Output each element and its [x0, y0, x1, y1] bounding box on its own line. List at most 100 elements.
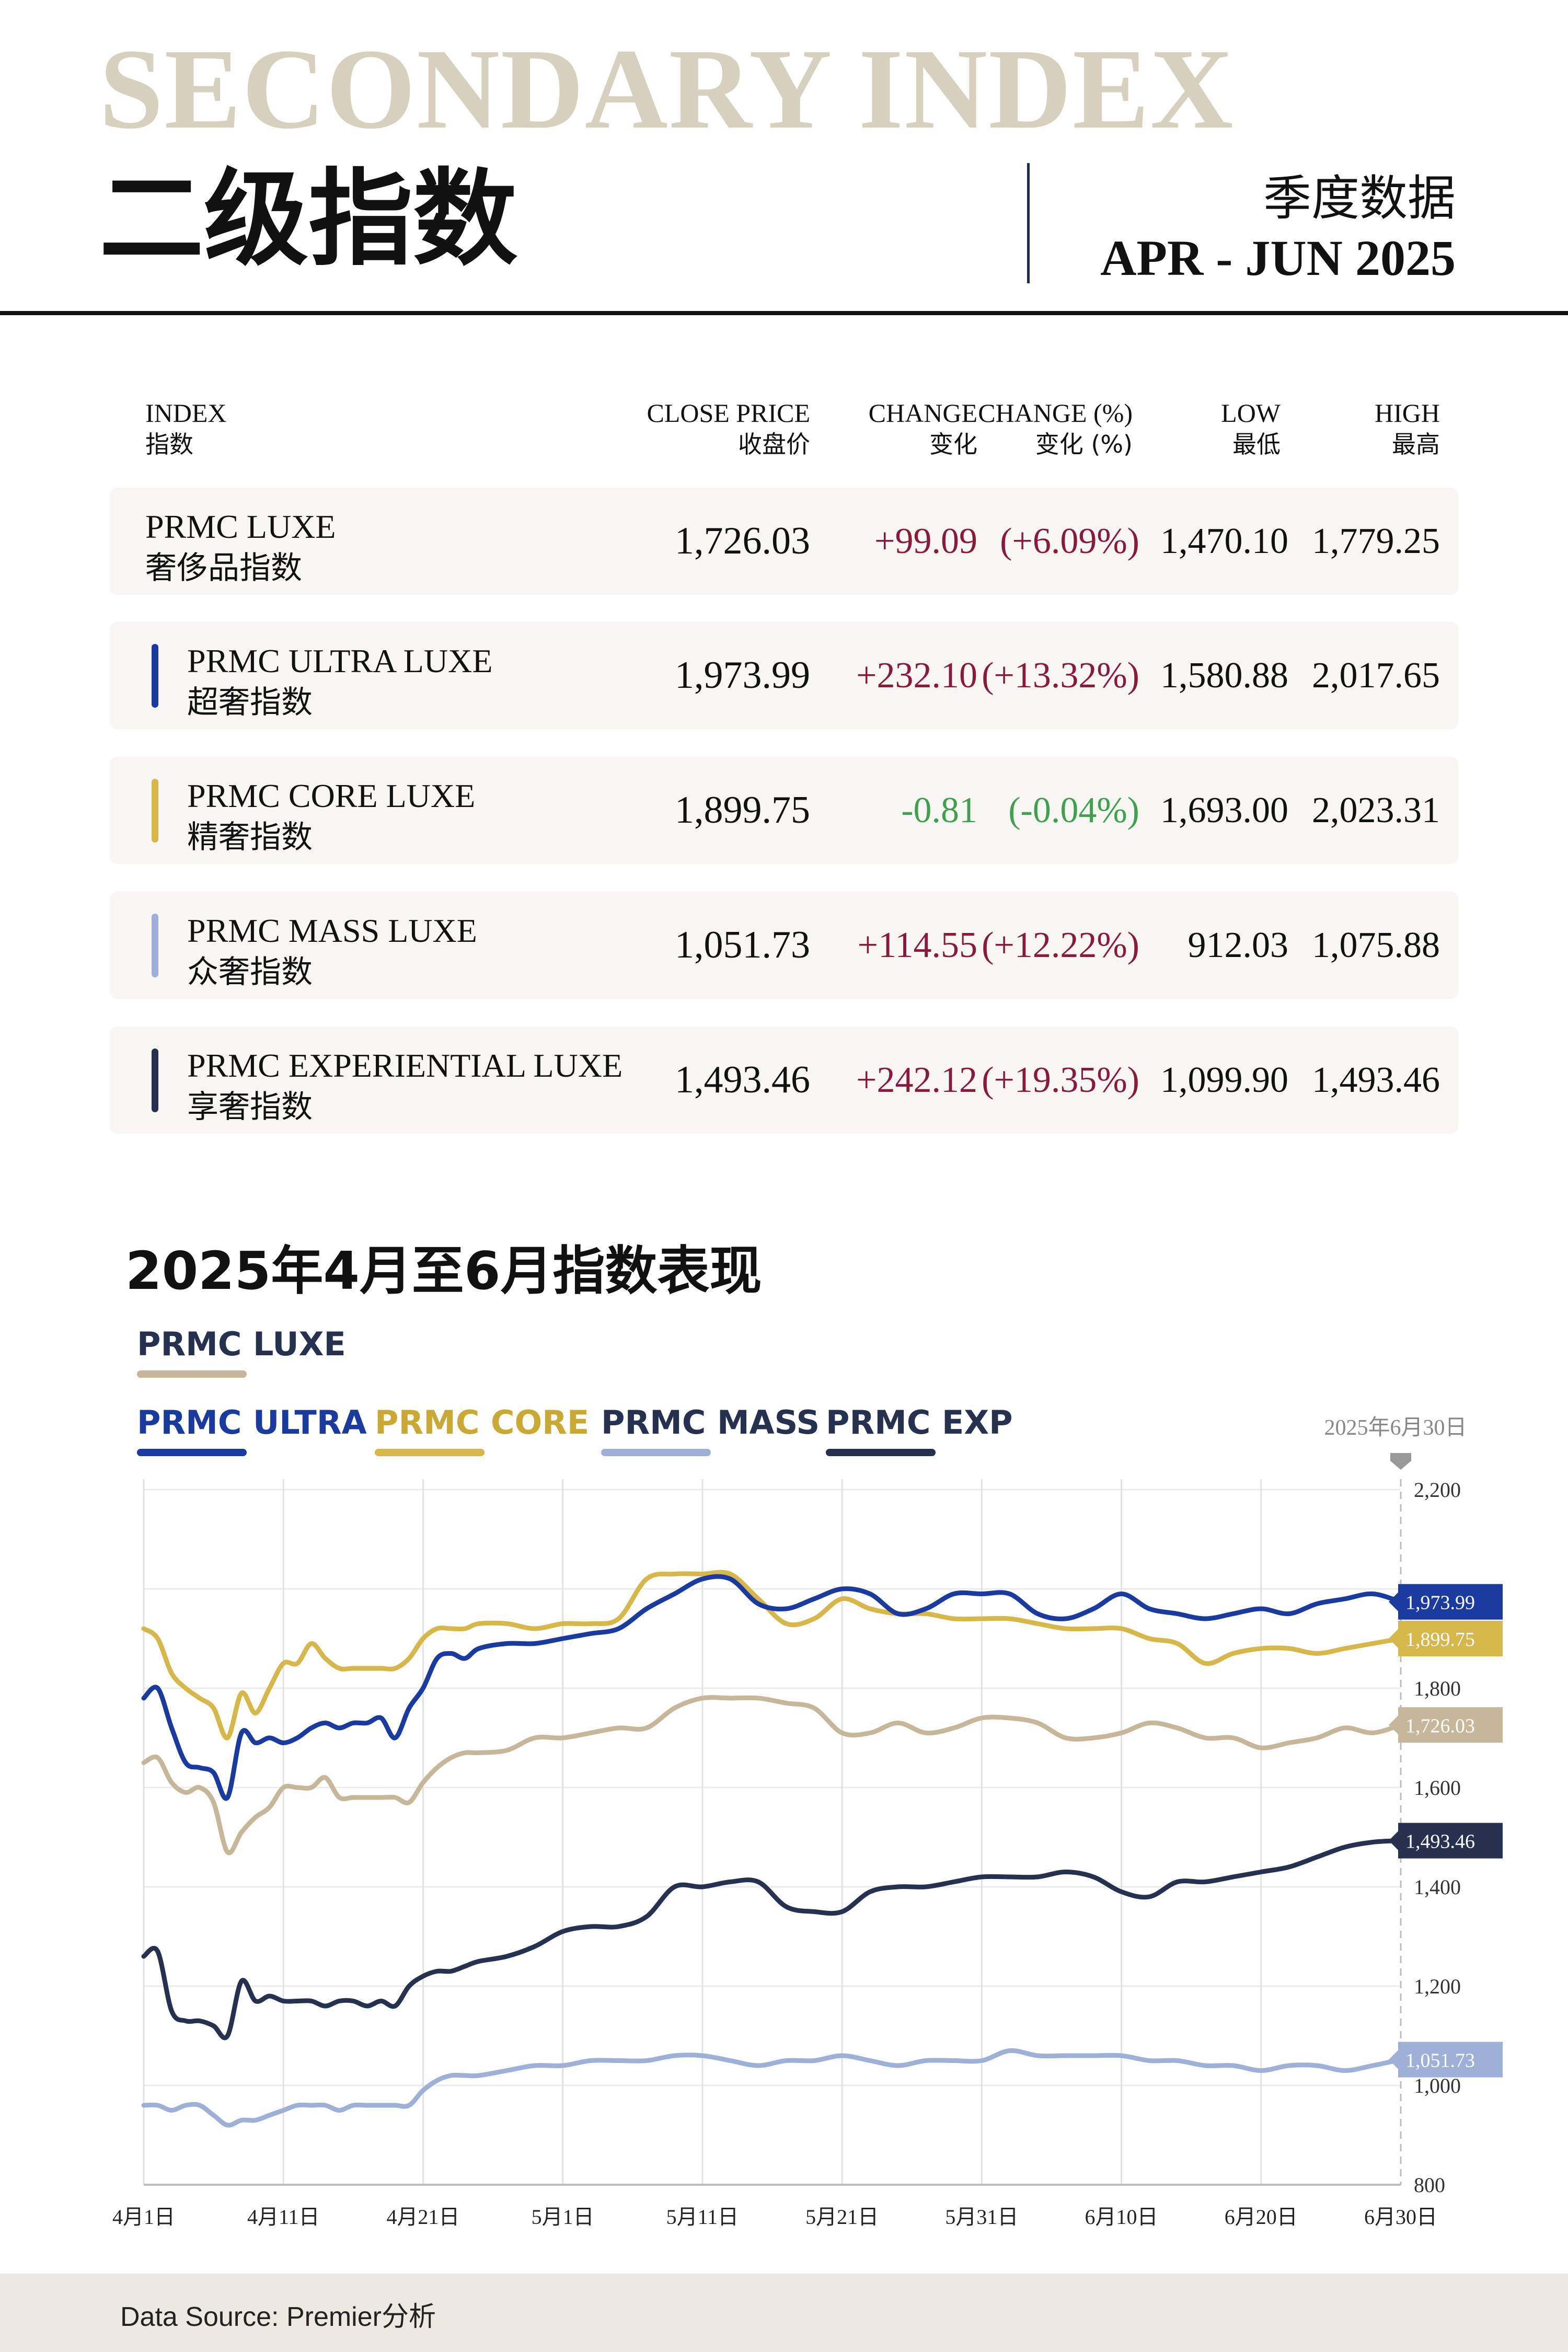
change-percent: (+6.09%)	[1000, 521, 1139, 561]
col-header-low-cn: 最低	[1232, 430, 1281, 458]
chart-grid	[143, 1479, 1402, 2186]
x-tick-label: 5月1日	[532, 2205, 594, 2229]
col-header-index: INDEX 指数	[145, 397, 227, 460]
legend-item-core[interactable]: PRMC CORE	[375, 1403, 589, 1456]
index-name-en: PRMC LUXE	[145, 508, 336, 545]
legend-item-luxe[interactable]: PRMC LUXE	[137, 1325, 346, 1378]
end-tag-pointer	[1389, 2050, 1398, 2069]
end-tag-box	[1398, 1823, 1503, 1859]
end-tag-label: 1,051.73	[1405, 2050, 1475, 2072]
y-tick-label: 1,200	[1414, 1975, 1461, 1998]
chart-section-title: 2025年4月至6月指数表现	[125, 1240, 762, 1301]
legend-swatch	[826, 1449, 936, 1456]
date-marker-icon	[1390, 1453, 1411, 1470]
legend-item-ultra[interactable]: PRMC ULTRA	[137, 1403, 367, 1456]
end-tag-box	[1398, 2042, 1503, 2078]
x-tick-label: 6月30日	[1364, 2205, 1437, 2229]
change-percent: (+19.35%)	[982, 1060, 1139, 1100]
high-value: 1,493.46	[1312, 1060, 1440, 1100]
index-name: PRMC ULTRA LUXE 超奢指数	[187, 641, 492, 723]
legend-item-exp[interactable]: PRMC EXP	[826, 1403, 1013, 1456]
col-header-change-en: CHANGE	[868, 398, 977, 428]
end-tag-pointer	[1389, 1715, 1398, 1735]
index-name: PRMC MASS LUXE 众奢指数	[187, 910, 477, 993]
data-source: Data Source: Premier分析	[120, 2302, 436, 2332]
index-name: PRMC EXPERIENTIAL LUXE 享奢指数	[187, 1045, 622, 1128]
low-value: 1,580.88	[1160, 655, 1288, 696]
series-line-prmc-core	[141, 1570, 1403, 1740]
change-value: +99.09	[874, 521, 977, 561]
y-tick-label: 1,800	[1414, 1677, 1461, 1700]
low-value: 912.03	[1187, 925, 1289, 965]
change-value: -0.81	[901, 790, 977, 831]
header-watermark: SECONDARY INDEX	[99, 25, 1235, 153]
change-value: +114.55	[857, 925, 977, 965]
header-rule	[0, 311, 1568, 315]
x-tick-label: 5月11日	[666, 2205, 739, 2229]
series-line-prmc-ultra	[141, 1574, 1403, 1801]
col-header-high-cn: 最高	[1392, 430, 1440, 458]
change-value: +232.10	[856, 655, 977, 696]
col-header-close-en: CLOSE PRICE	[647, 398, 810, 428]
index-name-cn: 众奢指数	[187, 954, 313, 990]
series-line-prmc-mass	[141, 2048, 1403, 2128]
x-tick-label: 6月20日	[1225, 2205, 1298, 2229]
high-value: 2,017.65	[1312, 655, 1440, 696]
close-price: 1,051.73	[675, 924, 810, 966]
x-axis-labels: 4月1日 4月11日 4月21日 5月1日 5月11日 5月21日 5月31日 6月10日 6月…	[112, 2205, 1437, 2229]
table-row[interactable]: PRMC MASS LUXE 众奢指数 1,051.73 +114.55 (+1…	[110, 892, 1458, 999]
legend-label: PRMC EXP	[826, 1403, 1013, 1442]
series-line-prmc-exp	[141, 1838, 1403, 2040]
x-tick-label: 4月11日	[247, 2205, 320, 2229]
table-row[interactable]: PRMC EXPERIENTIAL LUXE 享奢指数 1,493.46 +24…	[110, 1027, 1458, 1134]
x-tick-label: 6月10日	[1085, 2205, 1158, 2229]
series-color-bar	[152, 779, 158, 843]
footer: Data Source: Premier分析	[0, 2274, 1568, 2352]
high-value: 1,779.25	[1312, 521, 1440, 561]
index-name: PRMC LUXE 奢侈品指数	[145, 506, 336, 589]
high-value: 1,075.88	[1312, 925, 1440, 965]
low-value: 1,693.00	[1160, 790, 1288, 831]
chart-series	[141, 1570, 1403, 2128]
legend-swatch	[137, 1449, 247, 1456]
end-tag-label: 1,726.03	[1405, 1715, 1475, 1737]
col-header-changepct-en: CHANGE (%)	[978, 398, 1133, 428]
end-tag-pointer	[1389, 1629, 1398, 1648]
index-name-en: PRMC ULTRA LUXE	[187, 642, 493, 679]
index-name-cn: 享奢指数	[187, 1089, 313, 1125]
close-price: 1,726.03	[675, 520, 810, 562]
end-value-tags: 1,973.99 1,899.75 1,726.03 1,493.46 1,051.73	[1389, 1584, 1503, 2078]
col-header-high: HIGH 最高	[1375, 397, 1440, 460]
close-price: 1,973.99	[675, 654, 810, 697]
series-color-bar	[152, 914, 158, 977]
series-color-bar	[152, 1048, 158, 1112]
close-price: 1,899.75	[675, 789, 810, 832]
end-tag-pointer	[1389, 1592, 1398, 1611]
table-row[interactable]: PRMC ULTRA LUXE 超奢指数 1,973.99 +232.10 (+…	[110, 622, 1458, 729]
table-row[interactable]: PRMC CORE LUXE 精奢指数 1,899.75 -0.81 (-0.0…	[110, 757, 1458, 864]
change-percent: (-0.04%)	[1008, 790, 1139, 831]
table-row[interactable]: PRMC LUXE 奢侈品指数 1,726.03 +99.09 (+6.09%)…	[110, 488, 1458, 595]
legend-item-mass[interactable]: PRMC MASS	[601, 1403, 820, 1456]
x-tick-label: 4月1日	[112, 2205, 175, 2229]
change-percent: (+13.32%)	[982, 655, 1139, 696]
line-chart: 4月1日 4月11日 4月21日 5月1日 5月11日 5月21日 5月31日 6月10日 6月…	[112, 1415, 1503, 2229]
index-name-en: PRMC EXPERIENTIAL LUXE	[187, 1047, 623, 1084]
col-header-change: CHANGE 变化	[869, 397, 977, 460]
page-title: 二级指数	[99, 158, 518, 280]
change-percent: (+12.22%)	[982, 925, 1139, 965]
col-header-index-cn: 指数	[145, 430, 193, 458]
end-tag-pointer	[1389, 1831, 1398, 1850]
series-color-bar	[152, 644, 158, 708]
period-label-cn: 季度数据	[1263, 170, 1456, 226]
end-tag-label: 1,899.75	[1405, 1629, 1475, 1651]
y-tick-label: 1,600	[1414, 1776, 1461, 1800]
legend-swatch	[601, 1449, 711, 1456]
y-tick-label: 1,400	[1414, 1875, 1461, 1899]
x-tick-label: 5月21日	[805, 2205, 879, 2229]
change-value: +242.12	[856, 1060, 977, 1100]
end-tag-box	[1398, 1621, 1503, 1656]
index-name-en: PRMC CORE LUXE	[187, 777, 476, 814]
series-line-prmc-luxe	[141, 1695, 1403, 1855]
legend-label: PRMC ULTRA	[137, 1403, 367, 1442]
